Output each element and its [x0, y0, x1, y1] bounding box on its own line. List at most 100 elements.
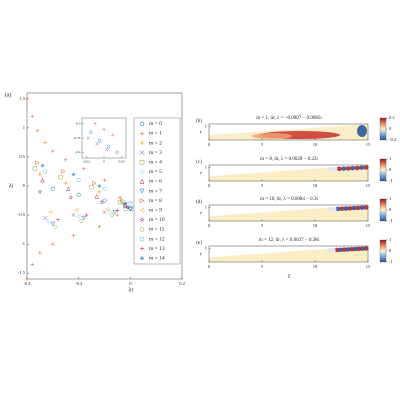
data-point — [104, 207, 110, 212]
x-axis-label: λr — [129, 287, 134, 293]
data-point — [97, 184, 102, 188]
colorbar-tick-label: -1 — [389, 178, 393, 183]
x-tick-label: -0.2 — [75, 281, 82, 286]
colorbar-tick-label: 0 — [389, 126, 392, 131]
data-point — [53, 224, 58, 229]
colorbar-tick-label: 0 — [389, 248, 392, 253]
legend-marker — [140, 131, 144, 136]
legend-label: m = 10 — [149, 217, 165, 223]
data-point — [128, 201, 133, 206]
legend-label: m = 6 — [149, 179, 162, 185]
data-point — [120, 198, 125, 203]
mode-blob — [347, 206, 353, 211]
data-point — [35, 128, 40, 133]
mode-blob — [350, 165, 356, 171]
data-point — [120, 201, 125, 206]
data-point — [97, 224, 102, 229]
data-point — [123, 203, 128, 208]
data-point — [115, 213, 120, 217]
data-point — [51, 242, 55, 246]
data-point — [102, 210, 107, 215]
legend-marker — [140, 246, 144, 251]
data-point — [115, 208, 120, 213]
data-point — [45, 218, 50, 223]
data-point — [50, 186, 55, 191]
data-point — [30, 114, 34, 119]
data-point — [58, 175, 63, 180]
panel-label: (c) — [196, 160, 202, 165]
legend-label: m = 1 — [149, 131, 162, 137]
inset-point — [104, 147, 109, 152]
y-tick-label: 0 — [23, 183, 26, 188]
y-tick-label: 1 — [23, 125, 25, 130]
data-point — [123, 201, 127, 206]
legend-label: m = 4 — [149, 159, 162, 165]
inset-x-tick-label: 0.02 — [119, 159, 125, 163]
panel-title: m = 10, ûr, λ = 0.0084 − 0.3i — [260, 197, 318, 202]
data-point — [71, 213, 76, 218]
data-point — [68, 195, 74, 200]
axes-frame — [208, 204, 369, 222]
y-tick-label: 1 — [205, 205, 207, 210]
x-tick-label: 5 — [261, 264, 264, 269]
data-point — [102, 178, 107, 182]
data-point — [63, 158, 68, 162]
data-point — [94, 194, 99, 199]
legend-label: m = 12 — [149, 236, 165, 242]
colorbar-tick-label: -1 — [389, 218, 393, 223]
x-tick-label: 0 — [208, 183, 211, 188]
mode-blob — [359, 205, 365, 210]
y-tick-label: 1 — [205, 246, 207, 251]
inset-y-tick-label: -0.4 — [75, 150, 81, 154]
legend-label: m = 11 — [149, 227, 165, 233]
colorbar-tick-label: 0 — [389, 207, 392, 212]
colorbar-tick-label: 0.2 — [389, 115, 395, 120]
y-tick-label: 0.5 — [19, 154, 25, 159]
legend-marker — [139, 169, 145, 175]
legend-marker — [139, 159, 145, 165]
data-point — [76, 192, 81, 197]
legend-marker — [140, 256, 144, 261]
y-axis-label: r — [200, 170, 203, 176]
legend-label: m = 0 — [149, 121, 162, 127]
colorbar-tick-label: -1 — [389, 259, 393, 264]
x-tick-label: 10 — [313, 183, 318, 188]
axes-frame — [208, 164, 369, 182]
mode-blob — [335, 206, 341, 212]
inset-point — [97, 139, 102, 143]
mode-blob — [363, 205, 369, 210]
data-point — [50, 221, 55, 227]
colorbar-tick-label: 1 — [389, 237, 391, 242]
data-point — [56, 217, 60, 222]
data-point — [76, 214, 81, 219]
mode-blob — [343, 206, 349, 211]
legend-label: m = 2 — [149, 140, 162, 146]
data-point — [51, 149, 55, 153]
legend-marker — [139, 121, 145, 127]
data-point — [63, 181, 68, 185]
data-point — [61, 169, 66, 174]
colorbar-tick-label: 1 — [389, 156, 391, 161]
inset-x-tick-label: 0 — [103, 159, 105, 163]
data-point — [73, 208, 79, 213]
data-point — [71, 172, 76, 177]
legend-label: m = 5 — [149, 169, 162, 175]
data-point — [84, 213, 89, 217]
mode-blob — [358, 165, 365, 170]
panel-label: (e) — [196, 241, 202, 246]
data-point — [79, 219, 84, 223]
inset-point — [102, 127, 106, 131]
panel-label: (a) — [5, 91, 12, 98]
legend-marker — [139, 178, 145, 184]
colorbar — [379, 117, 387, 141]
colorbar-tick-label: -0.2 — [389, 137, 396, 142]
y-tick-label: -1 — [21, 241, 25, 246]
legend-marker — [139, 236, 145, 242]
inset-point — [111, 133, 115, 137]
inset-point — [106, 144, 111, 149]
mode-blob — [252, 133, 292, 139]
mode-blob — [339, 206, 345, 211]
legend-label: m = 3 — [149, 150, 162, 156]
data-point — [66, 186, 71, 191]
